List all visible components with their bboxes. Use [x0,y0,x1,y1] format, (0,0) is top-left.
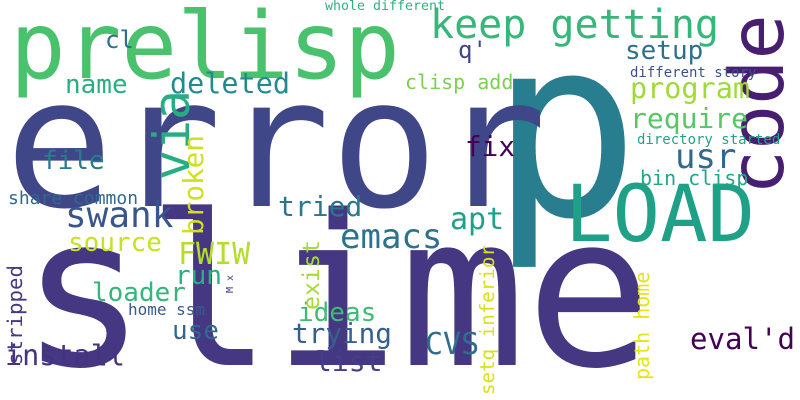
word-different-story: different story [630,65,757,81]
word-stripped: stripped [3,265,27,365]
word-home-ssm: home ssm [128,300,206,319]
word-evald: eval'd [690,322,795,356]
word-fix: fix [465,130,515,163]
word-file: file [42,146,105,176]
word-p: p [490,0,640,274]
word-run: run [175,261,222,291]
word-error: error [5,40,547,249]
word-fwiw: FWIW [178,237,251,272]
word-broken: broken [177,135,210,235]
word-cvs: CVS [425,327,480,362]
word-slime: slime [20,170,653,400]
word-trying: trying [292,317,392,350]
word-cl: cl [105,26,134,54]
word-clisp-add: clisp add [405,70,514,94]
word-directory-started: directory started [637,132,781,148]
word-install: install [5,339,125,372]
word-bin-clisp: bin clisp [640,166,749,190]
word-m-x: M x [225,274,236,293]
word-program: program [630,72,750,105]
word-emacs: emacs [340,217,443,257]
word-source: source [68,228,162,258]
word-usr: usr [675,137,737,177]
word-ideas: ideas [298,298,377,328]
word-use: use [172,316,219,346]
word-name: name [65,70,128,100]
word-prelisp: prelisp [10,0,400,100]
word-apt: apt [450,202,505,237]
word-keep-getting: keep getting [430,2,719,48]
word-setup: setup [625,36,704,66]
word-share-common: share common [8,188,139,209]
word-require: require [630,102,749,135]
word-tried: tried [278,190,363,223]
word-list: list [315,345,383,378]
word-loader: loader [92,278,186,308]
word-whole-different: whole different [325,0,445,14]
word-path-home: path home [630,271,654,380]
word-swank: swank [65,195,174,236]
word-q-quote: q' [458,36,487,64]
word-setq-inferior: setq inferior [476,245,499,395]
word-load: LOAD [565,168,755,260]
word-exist: exist [298,240,325,310]
word-deleted: deleted [170,67,290,100]
